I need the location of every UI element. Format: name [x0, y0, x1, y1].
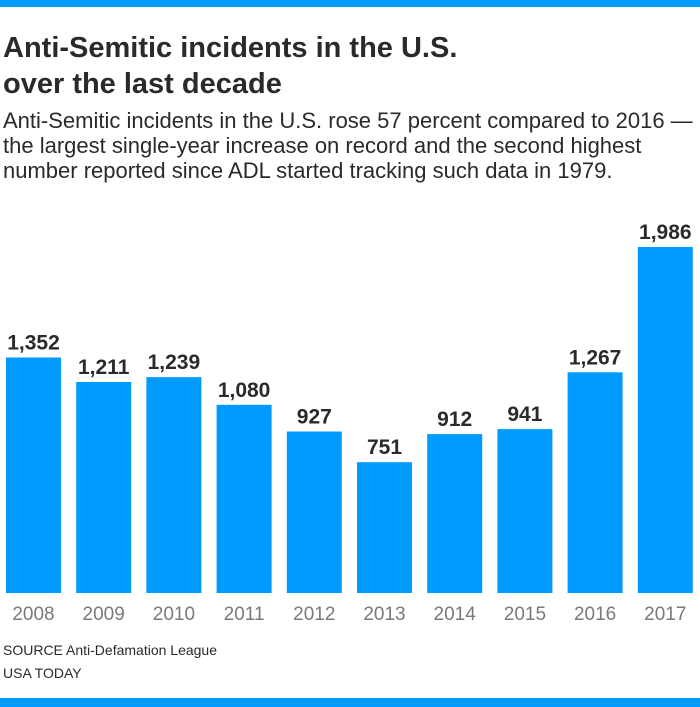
value-labels-layer: 1,352 1,211 1,239 1,080 927 751 912 941 1,267 1,9…	[7, 221, 691, 459]
chart-title-line-2: over the last decade	[3, 68, 282, 100]
x-tick-label-2013: 2013	[363, 604, 405, 625]
bar-2015	[497, 429, 553, 593]
source-note: SOURCE Anti-Defamation League	[3, 642, 217, 658]
chart-title: Anti-Semitic incidents in the U.S. over …	[3, 30, 693, 102]
bar-2008	[6, 357, 61, 593]
bar-chart: 1,352 1,211 1,239 1,080 927 751 912 941 1,267 1,9…	[6, 221, 693, 625]
top-accent-rule	[0, 0, 700, 7]
value-label-2012: 927	[297, 406, 332, 429]
chart-subtitle: Anti-Semitic incidents in the U.S. rose …	[3, 108, 693, 183]
value-label-2015: 941	[507, 403, 542, 426]
value-label-2010: 1,239	[148, 351, 201, 374]
bar-2009	[76, 382, 132, 593]
x-tick-label-2011: 2011	[224, 604, 265, 625]
x-tick-label-2010: 2010	[153, 604, 195, 625]
bar-2010	[146, 377, 202, 593]
bar-2013	[357, 462, 412, 593]
bar-2012	[286, 431, 342, 593]
x-tick-label-2012: 2012	[293, 604, 335, 625]
bars-layer	[6, 247, 693, 593]
x-tick-label-2014: 2014	[434, 604, 477, 625]
value-label-2016: 1,267	[569, 346, 622, 369]
value-label-2014: 912	[437, 408, 472, 431]
bar-2014	[427, 434, 483, 593]
value-label-2011: 1,080	[218, 379, 271, 402]
x-tick-label-2016: 2016	[574, 604, 616, 625]
x-tick-labels-layer: 2008 2009 2010 2011 2012 2013 2014 2015 2016 2017	[12, 604, 686, 625]
chart-title-line-1: Anti-Semitic incidents in the U.S.	[3, 32, 458, 64]
bar-2011	[216, 404, 272, 593]
value-label-2013: 751	[367, 436, 402, 459]
credit-note: USA TODAY	[3, 665, 82, 681]
x-tick-label-2008: 2008	[12, 604, 54, 625]
value-label-2009: 1,211	[78, 356, 130, 379]
x-tick-label-2009: 2009	[83, 604, 125, 625]
bar-2016	[567, 372, 623, 593]
x-tick-label-2015: 2015	[504, 604, 546, 625]
x-tick-label-2017: 2017	[644, 604, 686, 625]
bottom-accent-rule	[0, 698, 700, 707]
bar-2017	[637, 247, 693, 593]
value-label-2008: 1,352	[7, 332, 60, 355]
value-label-2017: 1,986	[639, 221, 692, 244]
